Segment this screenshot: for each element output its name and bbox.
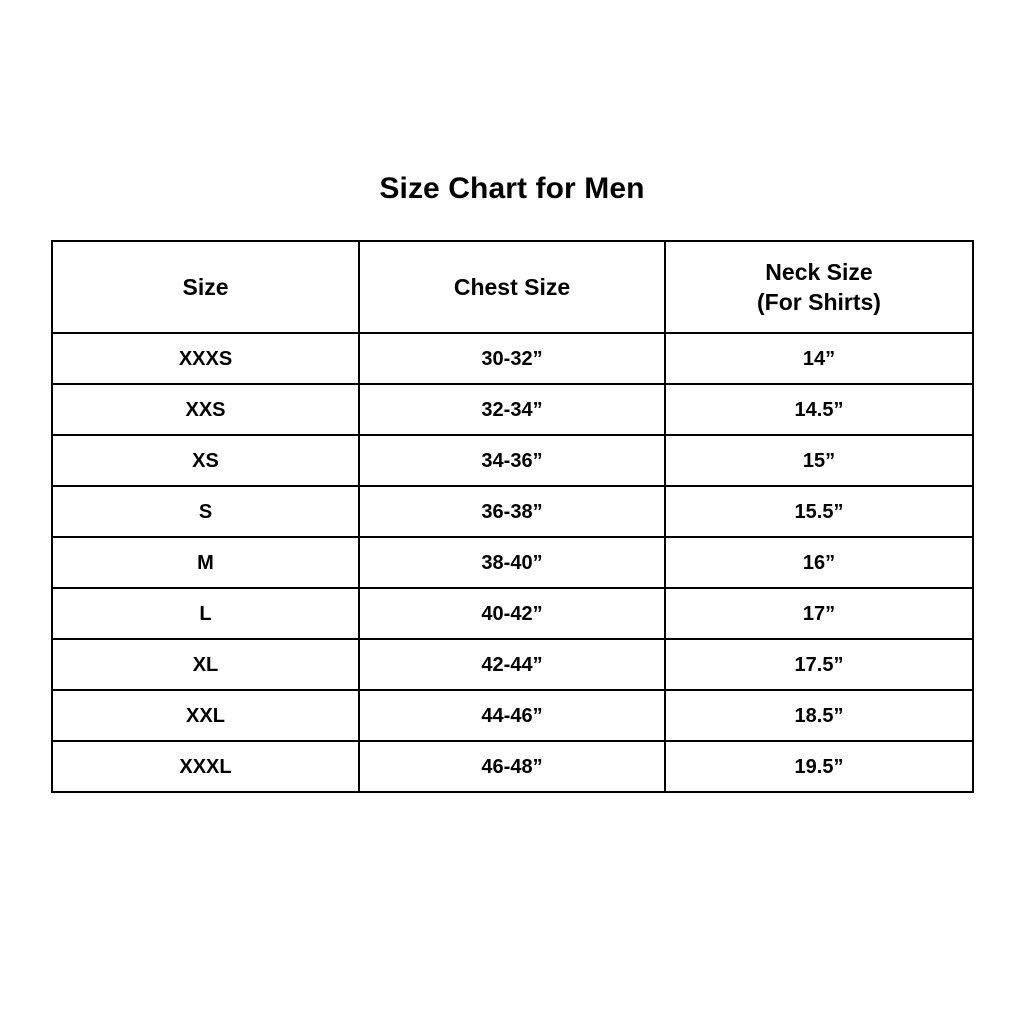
- cell-chest-size: 46-48”: [358, 740, 666, 793]
- cell-chest-size: 36-38”: [358, 485, 666, 538]
- size-chart-table: Size Chest Size Neck Size (For Shirts) X…: [51, 240, 974, 793]
- page-title: Size Chart for Men: [379, 172, 645, 205]
- table-header: Size Chest Size Neck Size (For Shirts): [51, 240, 974, 334]
- cell-neck-size: 14.5”: [664, 383, 974, 436]
- cell-size: XXL: [51, 689, 360, 742]
- column-header-size: Size: [51, 240, 360, 334]
- cell-neck-size: 16”: [664, 536, 974, 589]
- cell-neck-size: 18.5”: [664, 689, 974, 742]
- cell-chest-size: 34-36”: [358, 434, 666, 487]
- cell-chest-size: 38-40”: [358, 536, 666, 589]
- cell-neck-size: 15.5”: [664, 485, 974, 538]
- cell-neck-size: 15”: [664, 434, 974, 487]
- cell-size: XXXL: [51, 740, 360, 793]
- cell-size: XXXS: [51, 332, 360, 385]
- table-row: M 38-40” 16”: [51, 536, 974, 589]
- column-header-neck-size: Neck Size (For Shirts): [664, 240, 974, 334]
- cell-neck-size: 17”: [664, 587, 974, 640]
- cell-chest-size: 40-42”: [358, 587, 666, 640]
- column-header-neck-size-line1: Neck Size: [765, 259, 873, 285]
- cell-chest-size: 42-44”: [358, 638, 666, 691]
- cell-chest-size: 32-34”: [358, 383, 666, 436]
- table-row: L 40-42” 17”: [51, 587, 974, 640]
- cell-size: XXS: [51, 383, 360, 436]
- cell-chest-size: 30-32”: [358, 332, 666, 385]
- cell-size: M: [51, 536, 360, 589]
- cell-neck-size: 19.5”: [664, 740, 974, 793]
- header-row: Size Chest Size Neck Size (For Shirts): [51, 240, 974, 334]
- table-row: XS 34-36” 15”: [51, 434, 974, 487]
- table-row: XL 42-44” 17.5”: [51, 638, 974, 691]
- table-row: S 36-38” 15.5”: [51, 485, 974, 538]
- cell-size: XS: [51, 434, 360, 487]
- table-row: XXXS 30-32” 14”: [51, 332, 974, 385]
- cell-size: S: [51, 485, 360, 538]
- column-header-chest-size: Chest Size: [358, 240, 666, 334]
- table-row: XXS 32-34” 14.5”: [51, 383, 974, 436]
- cell-size: XL: [51, 638, 360, 691]
- cell-size: L: [51, 587, 360, 640]
- cell-neck-size: 17.5”: [664, 638, 974, 691]
- column-header-neck-size-line2: (For Shirts): [757, 289, 881, 315]
- cell-neck-size: 14”: [664, 332, 974, 385]
- table-row: XXL 44-46” 18.5”: [51, 689, 974, 742]
- table-row: XXXL 46-48” 19.5”: [51, 740, 974, 793]
- table-body: XXXS 30-32” 14” XXS 32-34” 14.5” XS 34-3…: [51, 332, 974, 793]
- cell-chest-size: 44-46”: [358, 689, 666, 742]
